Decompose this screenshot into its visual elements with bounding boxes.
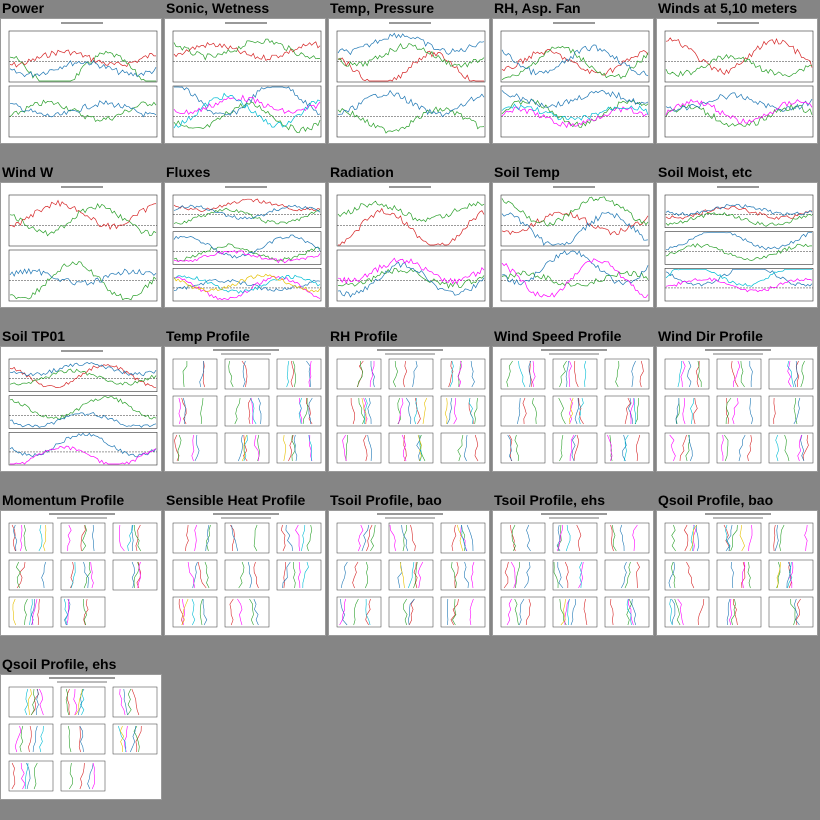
plot-tile-title: Wind Speed Profile — [494, 328, 622, 344]
plot-tile-title: Power — [2, 0, 45, 16]
plot-thumbnail-image — [664, 22, 814, 138]
plot-thumbnail-image — [336, 349, 486, 464]
plot-thumbnail-image — [336, 22, 486, 138]
plot-tile-title: Wind W — [2, 164, 54, 180]
plot-thumbnail-link[interactable] — [328, 346, 490, 472]
plot-thumbnail-image — [8, 22, 158, 138]
plot-thumbnail-image — [8, 677, 158, 792]
plot-thumbnail-link[interactable] — [0, 346, 162, 472]
plot-thumbnail-link[interactable] — [0, 674, 162, 800]
plot-tile-title: Temp Profile — [166, 328, 250, 344]
plot-thumbnail-link[interactable] — [656, 346, 818, 472]
plot-thumbnail-link[interactable] — [164, 182, 326, 308]
plot-tile-title: Tsoil Profile, bao — [330, 492, 442, 508]
plot-thumbnail-image — [500, 349, 650, 464]
plot-thumbnail-link[interactable] — [492, 346, 654, 472]
plot-thumbnail-link[interactable] — [164, 18, 326, 144]
plot-tile-title: Tsoil Profile, ehs — [494, 492, 605, 508]
plot-tile-title: RH Profile — [330, 328, 398, 344]
plot-tile-title: Winds at 5,10 meters — [658, 0, 798, 16]
plot-tile-title: Temp, Pressure — [330, 0, 435, 16]
plot-tile-title: Fluxes — [166, 164, 211, 180]
plot-thumbnail-link[interactable] — [164, 346, 326, 472]
plot-tile-title: Wind Dir Profile — [658, 328, 763, 344]
plot-tile-title: RH, Asp. Fan — [494, 0, 581, 16]
plot-thumbnail-image — [500, 186, 650, 302]
plot-thumbnail-link[interactable] — [492, 182, 654, 308]
plot-tile-title: Qsoil Profile, ehs — [2, 656, 117, 672]
plot-thumbnail-image — [8, 350, 158, 466]
plot-thumbnail-image — [336, 186, 486, 302]
plot-thumbnail-image — [8, 513, 158, 628]
plot-tile-title: Sonic, Wetness — [166, 0, 270, 16]
plot-thumbnail-link[interactable] — [656, 182, 818, 308]
plot-tile-title: Soil TP01 — [2, 328, 66, 344]
plot-thumbnail-image — [172, 186, 322, 302]
plot-thumbnail-link[interactable] — [0, 182, 162, 308]
plot-thumbnail-image — [172, 513, 322, 628]
plot-thumbnail-link[interactable] — [492, 18, 654, 144]
plot-thumbnail-link[interactable] — [492, 510, 654, 636]
plot-thumbnail-image — [500, 22, 650, 138]
plot-thumbnail-link[interactable] — [164, 510, 326, 636]
plot-tile-title: Momentum Profile — [2, 492, 125, 508]
plot-thumbnail-image — [172, 349, 322, 464]
plot-thumbnail-link[interactable] — [328, 18, 490, 144]
plot-thumbnail-image — [500, 513, 650, 628]
plot-tile-title: Sensible Heat Profile — [166, 492, 306, 508]
plot-tile-title: Qsoil Profile, bao — [658, 492, 774, 508]
plot-thumbnail-image — [336, 513, 486, 628]
plot-thumbnail-image — [664, 349, 814, 464]
plot-thumbnail-link[interactable] — [328, 182, 490, 308]
plot-thumbnail-image — [664, 186, 814, 302]
plot-tile-title: Soil Temp — [494, 164, 560, 180]
plot-thumbnail-link[interactable] — [656, 510, 818, 636]
plot-thumbnail-link[interactable] — [328, 510, 490, 636]
plot-thumbnail-link[interactable] — [656, 18, 818, 144]
plot-thumbnail-image — [172, 22, 322, 138]
plot-thumbnail-link[interactable] — [0, 510, 162, 636]
plot-thumbnail-link[interactable] — [0, 18, 162, 144]
plot-thumbnail-image — [8, 186, 158, 302]
plot-tile-title: Soil Moist, etc — [658, 164, 753, 180]
plot-tile-title: Radiation — [330, 164, 394, 180]
plot-thumbnail-image — [664, 513, 814, 628]
